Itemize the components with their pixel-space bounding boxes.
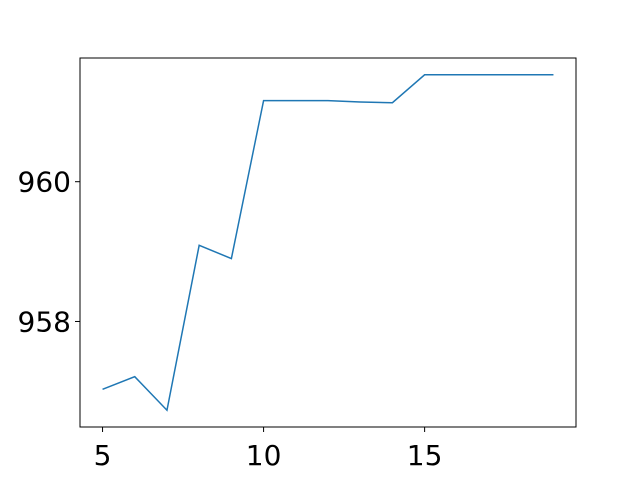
x-axis-label: Flow Path threshold — [190, 478, 465, 480]
line — [102, 74, 554, 412]
x-tick-label: 10 — [246, 439, 282, 472]
y-tick-label: 960 — [18, 166, 71, 199]
x-tick-label: 5 — [94, 439, 112, 472]
y-tick-label: 958 — [18, 305, 71, 338]
axes-frame — [79, 57, 577, 428]
x-tick-label: 15 — [407, 439, 443, 472]
